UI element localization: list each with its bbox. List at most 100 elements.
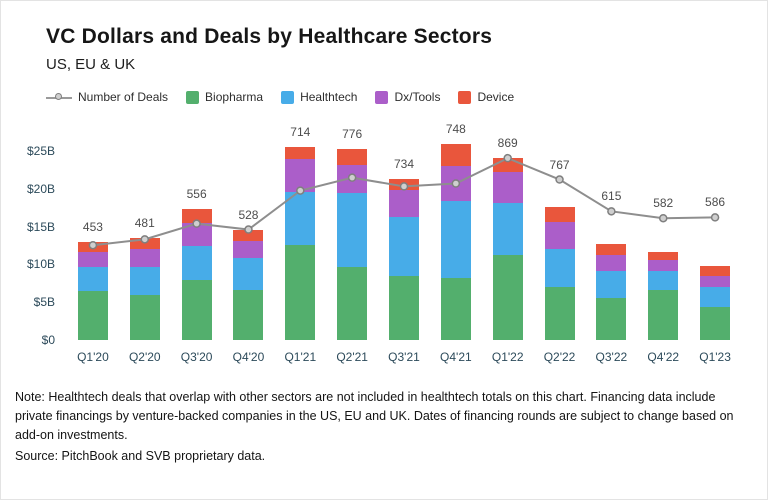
bar-segment-dx-tools [440, 166, 471, 201]
deal-count-label: 869 [497, 135, 518, 150]
bar-segment-device [440, 143, 471, 167]
device-swatch-icon [458, 90, 472, 104]
bar-segment-device [77, 241, 108, 253]
bar-segment-biopharma [285, 244, 316, 340]
bar-segment-device [129, 238, 160, 250]
bar-segment-biopharma [337, 267, 368, 340]
legend-item-healthtech: Healthtech [281, 90, 357, 104]
bar-segment-dx-tools [596, 255, 627, 271]
bar-segment-device [492, 157, 523, 173]
legend-label-number-of-deals: Number of Deals [78, 90, 169, 104]
y-axis-label: $20B [26, 181, 55, 196]
bar-segment-biopharma [544, 287, 575, 340]
x-axis: Q1'20 Q2'20 Q3'20 Q4'20 Q1'21 Q2'21 Q3'21 Q4'21… [67, 348, 741, 366]
legend-label-dx-tools: Dx/Tools [394, 90, 441, 104]
stacked-bar-Q4'21 [440, 143, 471, 340]
bar-segment-healthtech [285, 191, 316, 245]
bar-segment-device [337, 148, 368, 165]
bar-segment-healthtech [181, 245, 212, 281]
bar-segment-device [233, 230, 264, 242]
x-axis-label: Q1'22 [491, 350, 524, 364]
deals-marker [555, 175, 564, 184]
bar-segment-healthtech [233, 258, 264, 291]
x-axis-label: Q2'21 [336, 350, 368, 364]
bar-segment-dx-tools [129, 249, 160, 268]
y-axis-label: $10B [26, 257, 55, 272]
stacked-bar-Q3'20 [181, 209, 212, 340]
bar-segment-dx-tools [544, 222, 575, 250]
stacked-bar-Q2'22 [544, 207, 575, 340]
legend-item-biopharma: Biopharma [186, 90, 263, 104]
y-axis-label: $0 [41, 333, 55, 347]
stacked-bar-Q1'22 [492, 157, 523, 340]
deal-count-label: 748 [445, 121, 466, 136]
bar-segment-device [700, 265, 731, 276]
bar-segment-biopharma [77, 290, 108, 340]
deal-count-label: 615 [601, 189, 622, 204]
stacked-bar-Q3'22 [596, 244, 627, 340]
bar-segment-device [389, 179, 419, 190]
line-marker-icon [46, 91, 72, 104]
bar-segment-healthtech [129, 267, 160, 295]
bar-segment-dx-tools [337, 164, 368, 193]
x-axis-label: Q3'22 [595, 350, 628, 364]
bar-segment-dx-tools [389, 189, 419, 217]
bar-segment-dx-tools [285, 159, 316, 192]
x-axis-label: Q4'20 [232, 350, 265, 364]
stacked-bar-Q2'20 [129, 238, 160, 340]
bar-segment-dx-tools [492, 172, 523, 203]
bar-segment-dx-tools [181, 222, 212, 246]
bar-segment-device [596, 244, 627, 256]
deal-count-label: 556 [186, 187, 207, 202]
bar-segment-healthtech [700, 287, 731, 307]
healthtech-swatch-icon [281, 90, 295, 104]
legend: Number of Deals Biopharma Healthtech Dx/… [46, 90, 767, 104]
bar-segment-biopharma [700, 306, 731, 340]
plot-area: 453 481 556 528 714 776 734 748 869 767 615 582 586 [67, 122, 741, 340]
deals-marker [607, 207, 616, 216]
bar-segment-device [544, 207, 575, 223]
x-axis-label: Q3'21 [388, 350, 420, 364]
stacked-bar-Q1'21 [285, 147, 316, 340]
bar-segment-biopharma [492, 255, 523, 340]
x-axis-label: Q3'20 [180, 350, 213, 364]
stacked-bar-Q1'20 [77, 241, 108, 340]
deal-count-label: 528 [238, 207, 259, 222]
y-axis: $0 $5B $10B $15B $20B $25B [19, 136, 63, 347]
deal-count-label: 776 [342, 126, 363, 141]
bar-segment-healthtech [596, 270, 627, 298]
bar-segment-healthtech [440, 200, 471, 279]
stacked-bar-Q3'21 [389, 179, 419, 340]
bar-segment-biopharma [233, 290, 264, 340]
deal-count-label: 734 [393, 157, 415, 172]
deal-count-label: 586 [705, 195, 726, 210]
bar-segment-dx-tools [233, 241, 264, 259]
bar-segment-healthtech [77, 266, 108, 291]
bar-segment-biopharma [648, 290, 679, 340]
bar-segment-healthtech [492, 202, 523, 256]
stacked-bar-Q2'21 [337, 148, 368, 340]
deals-marker [710, 213, 720, 222]
footnote: Note: Healthtech deals that overlap with… [15, 388, 753, 466]
deal-count-label: 767 [549, 157, 570, 172]
x-axis-label: Q2'20 [128, 350, 161, 364]
biopharma-swatch-icon [186, 90, 200, 104]
bar-segment-biopharma [440, 278, 471, 340]
bar-segment-healthtech [648, 270, 679, 291]
x-axis-label: Q1'23 [699, 350, 731, 364]
chart-title: VC Dollars and Deals by Healthcare Secto… [46, 25, 493, 48]
legend-label-biopharma: Biopharma [205, 90, 264, 104]
note-text: Note: Healthtech deals that overlap with… [15, 390, 734, 442]
bar-segment-dx-tools [648, 259, 679, 271]
deal-count-label: 453 [82, 219, 103, 234]
x-axis-label: Q4'21 [440, 350, 472, 364]
source-text: Source: PitchBook and SVB proprietary da… [15, 449, 266, 464]
x-axis-label: Q1'20 [77, 350, 109, 364]
bar-segment-device [648, 251, 679, 260]
stacked-bar-Q4'20 [233, 230, 264, 340]
bar-segment-biopharma [389, 275, 419, 340]
legend-item-number-of-deals: Number of Deals [46, 90, 168, 104]
y-axis-label: $5B [33, 295, 55, 310]
deals-marker [658, 213, 668, 223]
bar-segment-dx-tools [700, 275, 731, 288]
